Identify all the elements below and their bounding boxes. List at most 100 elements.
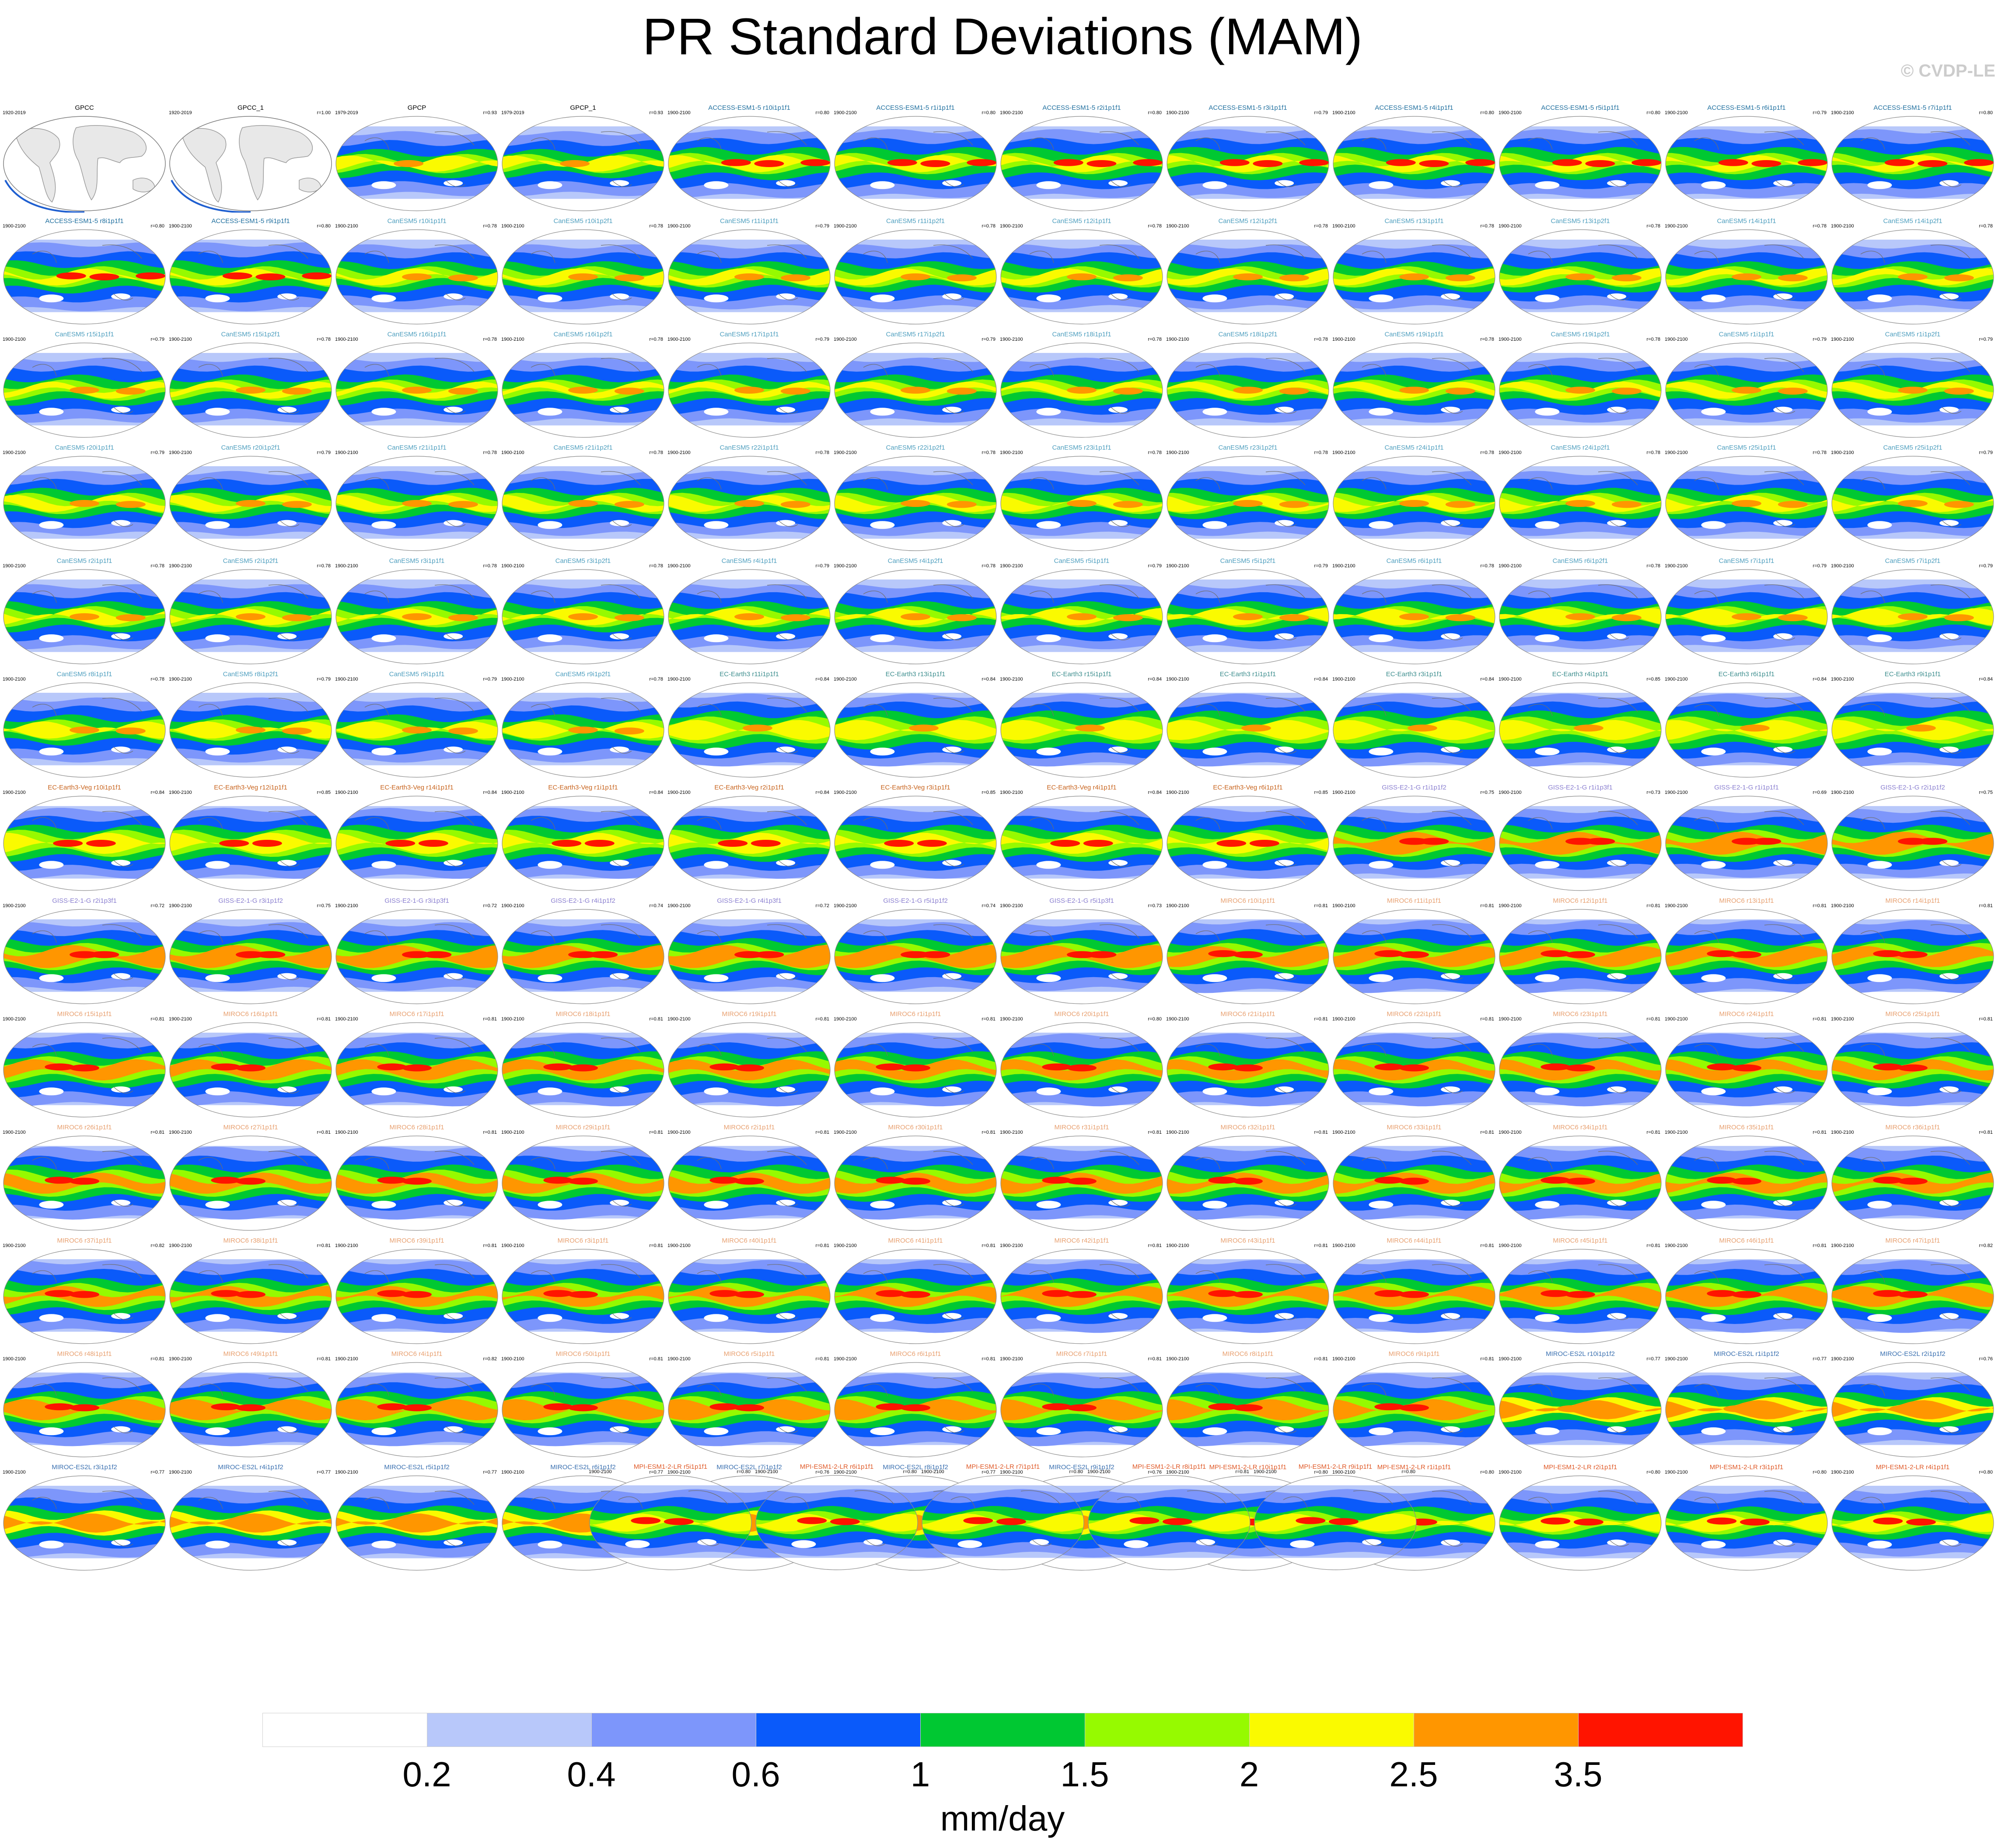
panel-years: 1900-2100 <box>667 677 691 682</box>
panel-title: MPI-ESM1-2-LR r5i1p1f1 <box>633 1463 708 1471</box>
panel-years: 1900-2100 <box>589 1469 612 1474</box>
panel-years: 1900-2100 <box>1000 1470 1023 1475</box>
precip-stddev-map <box>169 1362 332 1457</box>
panel-pattern-correlation: r=0.81 <box>1646 1243 1661 1248</box>
precip-stddev-map <box>335 569 498 664</box>
panel-title: MIROC6 r35i1p1f1 <box>1719 1124 1774 1131</box>
map-panel: EC-Earth3-Veg r14i1p1f1 1900-2100 r=0.84 <box>334 783 500 892</box>
map-panel: CanESM5 r23i1p1f1 1900-2100 r=0.78 <box>999 443 1164 552</box>
panel-pattern-correlation: r=0.81 <box>815 1356 830 1362</box>
map-panel: MIROC6 r21i1p1f1 1900-2100 r=0.81 <box>1165 1010 1331 1119</box>
panel-years: 1900-2100 <box>1665 337 1688 342</box>
map-panel: EC-Earth3-Veg r10i1p1f1 1900-2100 r=0.84 <box>2 783 167 892</box>
panel-years: 1900-2100 <box>1831 110 1854 115</box>
map-panel: GISS-E2-1-G r3i1p1f2 1900-2100 r=0.75 <box>168 896 333 1006</box>
panel-title: EC-Earth3 r11i1p1f1 <box>720 671 779 678</box>
panel-years: 1900-2100 <box>1166 1017 1189 1022</box>
panel-title: MIROC6 r41i1p1f1 <box>888 1237 943 1244</box>
panel-years: 1900-2100 <box>1499 790 1522 795</box>
panel-title: MPI-ESM1-2-LR r9i1p1f1 <box>1298 1463 1373 1471</box>
panel-years: 1900-2100 <box>1332 337 1355 342</box>
panel-title: MIROC6 r36i1p1f1 <box>1885 1124 1940 1131</box>
precip-stddev-map <box>1000 1022 1163 1118</box>
colorbar-tick-label: 2 <box>1239 1755 1259 1794</box>
panel-title: GISS-E2-1-G r1i1p3f1 <box>1548 784 1613 791</box>
panel-title: CanESM5 r20i1p1f1 <box>55 444 114 451</box>
panel-pattern-correlation: r=0.79 <box>317 677 331 682</box>
panel-years: 1900-2100 <box>169 677 192 682</box>
panel-pattern-correlation: r=0.84 <box>1813 677 1827 682</box>
map-panel: CanESM5 r22i1p1f1 1900-2100 r=0.78 <box>667 443 832 552</box>
panel-years: 1900-2100 <box>667 224 691 229</box>
panel-years: 1900-2100 <box>3 790 26 795</box>
precip-stddev-map <box>922 1475 1084 1570</box>
panel-years: 1900-2100 <box>3 677 26 682</box>
panel-years: 1900-2100 <box>1831 1356 1854 1362</box>
map-panel: CanESM5 r7i1p2f1 1900-2100 r=0.79 <box>1830 556 1995 666</box>
panel-years: 1900-2100 <box>834 450 857 455</box>
map-panel: MPI-ESM1-2-LR r6i1p1f1 1900-2100 r=0.80 <box>754 1462 919 1572</box>
panel-years: 1900-2100 <box>169 563 192 569</box>
panel-title: MIROC6 r6i1p1f1 <box>890 1350 941 1358</box>
map-panel: MIROC6 r14i1p1f1 1900-2100 r=0.81 <box>1830 896 1995 1006</box>
map-panel: CanESM5 r8i1p1f1 1900-2100 r=0.78 <box>2 670 167 779</box>
precip-stddev-map <box>1333 1249 1495 1344</box>
panel-years: 1900-2100 <box>834 224 857 229</box>
panel-title: MIROC6 r15i1p1f1 <box>57 1010 112 1018</box>
panel-pattern-correlation: r=0.85 <box>982 790 996 795</box>
panel-title: MIROC6 r31i1p1f1 <box>1054 1124 1109 1131</box>
precip-stddev-map <box>1333 1022 1495 1118</box>
panel-title: ACCESS-ESM1-5 r1i1p1f1 <box>876 104 955 112</box>
panel-pattern-correlation: r=0.81 <box>1813 1243 1827 1248</box>
precip-stddev-map <box>3 1249 166 1344</box>
panel-years: 1900-2100 <box>501 224 524 229</box>
map-panel: MIROC6 r3i1p1f1 1900-2100 r=0.81 <box>500 1236 666 1345</box>
panel-title: MIROC6 r32i1p1f1 <box>1220 1124 1275 1131</box>
map-panel: ACCESS-ESM1-5 r10i1p1f1 1900-2100 r=0.80 <box>667 103 832 213</box>
panel-years: 1900-2100 <box>1499 337 1522 342</box>
panel-pattern-correlation: r=0.78 <box>982 563 996 569</box>
panel-years: 1900-2100 <box>1499 450 1522 455</box>
panel-pattern-correlation: r=0.80 <box>150 224 165 229</box>
map-panel: MIROC6 r24i1p1f1 1900-2100 r=0.81 <box>1664 1010 1829 1119</box>
precip-stddev-map <box>1333 229 1495 325</box>
map-panel: CanESM5 r12i1p2f1 1900-2100 r=0.78 <box>1165 217 1331 326</box>
map-panel: CanESM5 r24i1p2f1 1900-2100 r=0.78 <box>1498 443 1663 552</box>
precip-stddev-map <box>668 342 831 438</box>
map-panel: MIROC6 r4i1p1f1 1900-2100 r=0.82 <box>334 1349 500 1459</box>
panel-title: EC-Earth3 r15i1p1f1 <box>1051 671 1112 678</box>
panel-years: 1900-2100 <box>834 790 857 795</box>
map-panel: CanESM5 r10i1p1f1 1900-2100 r=0.78 <box>334 217 500 326</box>
panel-title: MPI-ESM1-2-LR r3i1p1f1 <box>1709 1464 1784 1471</box>
chart-title: PR Standard Deviations (MAM) <box>642 8 1362 66</box>
panel-title: CanESM5 r18i1p2f1 <box>1218 331 1278 338</box>
colorbar-swatch <box>1578 1713 1743 1747</box>
panel-title: CanESM5 r4i1p2f1 <box>887 557 943 565</box>
precip-stddev-map <box>834 1249 997 1344</box>
map-panel: CanESM5 r21i1p2f1 1900-2100 r=0.78 <box>500 443 666 552</box>
map-panel: EC-Earth3-Veg r3i1p1f1 1900-2100 r=0.85 <box>833 783 998 892</box>
precip-stddev-map <box>668 1135 831 1231</box>
panel-years: 1900-2100 <box>1665 563 1688 569</box>
panel-pattern-correlation: r=0.84 <box>982 677 996 682</box>
precip-stddev-map <box>1831 229 1994 325</box>
panel-pattern-correlation: r=0.84 <box>1148 790 1162 795</box>
precip-stddev-map <box>1167 1135 1329 1231</box>
panel-title: CanESM5 r11i1p1f1 <box>720 217 779 225</box>
precip-stddev-map <box>1499 569 1662 664</box>
panel-pattern-correlation: r=0.78 <box>1314 337 1328 342</box>
map-panel: MIROC-ES2L r3i1p1f2 1900-2100 r=0.77 <box>2 1463 167 1572</box>
precip-stddev-map <box>1831 1135 1994 1231</box>
panel-years: 1900-2100 <box>169 1130 192 1135</box>
panel-years: 1900-2100 <box>1000 903 1023 908</box>
map-panel: EC-Earth3-Veg r2i1p1f1 1900-2100 r=0.84 <box>667 783 832 892</box>
panel-years: 1900-2100 <box>1332 790 1355 795</box>
panel-pattern-correlation: r=0.84 <box>649 790 664 795</box>
panel-years: 1900-2100 <box>921 1469 944 1474</box>
map-panel: MIROC6 r15i1p1f1 1900-2100 r=0.81 <box>2 1010 167 1119</box>
map-panel: CanESM5 r8i1p2f1 1900-2100 r=0.79 <box>168 670 333 779</box>
precip-stddev-map <box>1499 1362 1662 1457</box>
precip-stddev-map <box>169 569 332 664</box>
map-panel: GPCC_1 1920-2019 r=1.00 <box>168 103 333 213</box>
panel-years: 1900-2100 <box>834 903 857 908</box>
